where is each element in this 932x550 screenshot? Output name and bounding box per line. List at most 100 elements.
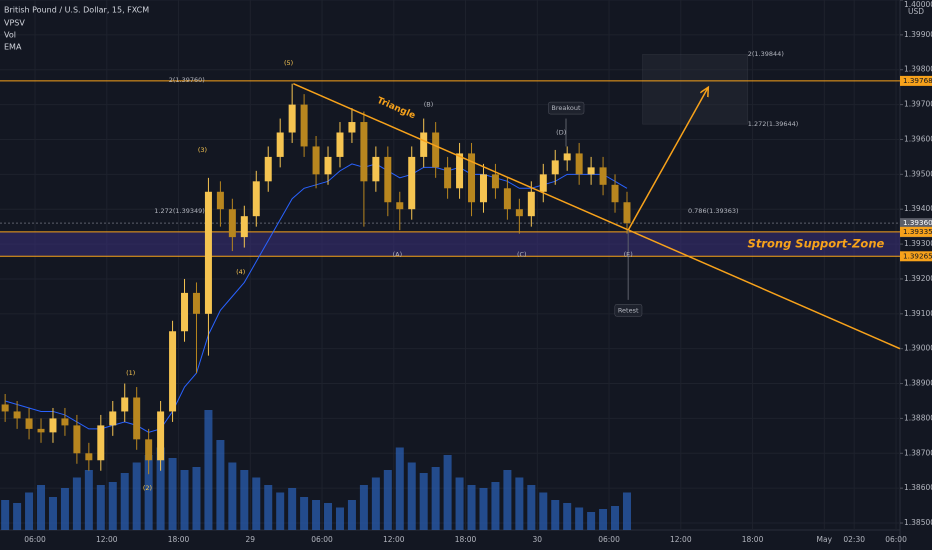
x-tick-label: 12:00 <box>383 535 405 544</box>
y-tick-label: 1.39200 <box>904 274 932 283</box>
candle-body <box>348 122 356 133</box>
volume-bar <box>156 447 165 530</box>
y-tick-label: 1.39400 <box>904 204 932 213</box>
candle-body <box>468 153 476 203</box>
volume-bar <box>371 477 380 530</box>
candle-body <box>539 174 547 192</box>
annotation: 2(1.39844) <box>748 50 784 58</box>
candle-body <box>587 167 595 175</box>
volume-bar <box>611 506 620 530</box>
candle-body <box>420 132 428 157</box>
annotation: (5) <box>284 59 293 67</box>
candle-body <box>324 156 332 175</box>
volume-bar <box>395 447 404 530</box>
volume-bar <box>383 470 392 530</box>
y-tick-label: 1.39500 <box>904 169 932 178</box>
annotation: (B) <box>424 101 434 109</box>
x-tick-label: 12:00 <box>670 535 692 544</box>
volume-bar <box>575 507 584 530</box>
x-tick-label: 18:00 <box>455 535 477 544</box>
candle-body <box>61 418 69 426</box>
candle-body <box>611 184 619 203</box>
candle-body <box>109 411 117 426</box>
candle-body <box>97 425 105 461</box>
volume-bar <box>419 473 428 530</box>
volume-bar <box>467 485 476 530</box>
candle-body <box>300 104 308 147</box>
volume-bar <box>359 485 368 530</box>
volume-bar <box>288 488 297 530</box>
volume-bar <box>347 500 356 530</box>
indicator: EMA <box>4 43 22 52</box>
volume-bar <box>539 492 548 530</box>
x-tick-label: May <box>817 535 833 544</box>
trend-line <box>627 87 708 231</box>
candle-body <box>444 167 452 189</box>
candle-body <box>1 404 9 412</box>
y-tick-label: 1.39900 <box>904 30 932 39</box>
candle-body <box>288 104 296 133</box>
volume-bar <box>431 467 440 530</box>
candle-body <box>336 132 344 157</box>
volume-bar <box>443 455 452 530</box>
x-tick-label: 06:00 <box>885 535 907 544</box>
y-tick-label: 1.39300 <box>904 239 932 248</box>
annotation: (A) <box>393 251 403 259</box>
annotation: 1.272(1.39349) <box>154 207 205 215</box>
x-tick-label: 06:00 <box>311 535 333 544</box>
volume-bar <box>335 507 344 530</box>
y-tick-label: 1.38500 <box>904 518 932 527</box>
x-tick-label: 18:00 <box>168 535 190 544</box>
candle-body <box>527 191 535 217</box>
volume-bar <box>108 482 117 530</box>
trend-line <box>293 82 901 350</box>
volume-bar <box>240 470 249 530</box>
annotation: (4) <box>236 268 245 276</box>
candle-body <box>252 181 260 217</box>
volume-bar <box>204 410 213 530</box>
price-label-box <box>900 218 932 229</box>
x-tick-label: 06:00 <box>24 535 46 544</box>
volume-bar <box>312 500 321 530</box>
y-tick-label: 1.39800 <box>904 65 932 74</box>
annotation: Retest <box>618 306 639 314</box>
indicator: VPSV <box>4 19 25 28</box>
candle-body <box>312 146 320 175</box>
volume-bar <box>455 477 464 530</box>
candle-body <box>491 174 499 189</box>
candle-body <box>157 411 165 461</box>
x-tick-label: 29 <box>246 535 256 544</box>
candle-body <box>121 397 129 412</box>
price-label: 1.39360 <box>903 218 932 227</box>
candle-body <box>228 209 236 238</box>
candle-body <box>360 122 368 182</box>
annotation: (D) <box>556 129 566 137</box>
volume-bar <box>120 473 129 530</box>
volume-bar <box>491 482 500 530</box>
candle-body <box>456 153 464 189</box>
x-tick-label: 06:00 <box>598 535 620 544</box>
volume-bar <box>37 485 46 530</box>
volume-bar <box>264 485 273 530</box>
candle-body <box>192 292 200 314</box>
volume-bar <box>503 470 512 530</box>
y-tick-label: 1.38900 <box>904 379 932 388</box>
candle-body <box>25 418 33 429</box>
volume-bar <box>96 485 105 530</box>
candle-body <box>432 132 440 168</box>
volume-bar <box>515 477 524 530</box>
annotation: (2) <box>143 484 152 492</box>
candle-body <box>372 156 380 182</box>
candle-body <box>181 292 189 332</box>
candle-body <box>551 160 559 175</box>
volume-bar <box>252 477 261 530</box>
x-tick-label: 30 <box>533 535 543 544</box>
volume-bar <box>132 462 141 530</box>
volume-bar <box>527 485 536 530</box>
candle-body <box>133 397 141 440</box>
volume-bar <box>25 492 34 530</box>
volume-bar <box>84 470 93 530</box>
y-tick-label: 1.39600 <box>904 134 932 143</box>
candle-body <box>216 191 224 210</box>
